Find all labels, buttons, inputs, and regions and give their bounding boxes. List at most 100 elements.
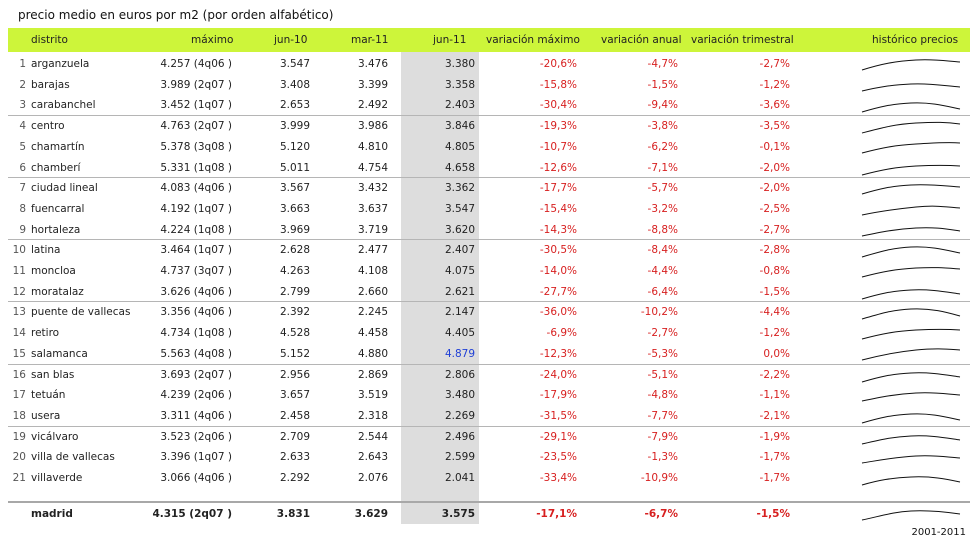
row-vanual: -10,9% xyxy=(640,472,678,484)
row-vtrim: -2,7% xyxy=(759,223,790,236)
sparkline xyxy=(861,82,961,92)
row-mar11: 2.477 xyxy=(357,244,388,257)
row-vmax: -12,6% xyxy=(539,161,577,174)
row-vanual: -6,4% xyxy=(647,285,678,298)
row-vanual: -5,7% xyxy=(647,182,678,195)
page-title: precio medio en euros por m2 (por orden … xyxy=(18,8,334,22)
row-mar11: 2.544 xyxy=(357,430,388,443)
row-vtrim: -1,2% xyxy=(759,78,790,91)
row-jun11: 4.405 xyxy=(444,327,475,340)
row-vtrim: -1,7% xyxy=(759,472,790,484)
col-jun10: jun-10 xyxy=(274,34,308,46)
table-row: 16 san blas 3.693 (2q07 ) 2.956 2.869 2.806 -2… xyxy=(8,365,970,386)
row-distrito: moratalaz xyxy=(31,285,84,298)
row-distrito: fuencarral xyxy=(31,202,85,215)
sparkline xyxy=(861,121,961,134)
footer-date-range: 2001-2011 xyxy=(911,527,966,538)
row-index: 2 xyxy=(19,78,26,91)
row-vanual: -4,8% xyxy=(647,389,678,402)
sparkline xyxy=(861,413,961,424)
row-mar11: 2.245 xyxy=(357,306,388,319)
row-vanual: -7,9% xyxy=(647,430,678,443)
group-separator xyxy=(8,363,970,365)
table-row: 8 fuencarral 4.192 (1q07 ) 3.663 3.637 3.547 -… xyxy=(8,199,970,220)
group-separator xyxy=(8,425,970,427)
sparkline xyxy=(861,455,961,464)
row-vanual: -1,3% xyxy=(647,451,678,464)
row-jun11: 2.269 xyxy=(444,409,475,422)
row-distrito: villa de vallecas xyxy=(31,451,115,464)
total-mar11: 3.629 xyxy=(354,508,388,520)
row-vtrim: -2,8% xyxy=(759,244,790,257)
table-row: 21 villaverde 3.066 (4q06 ) 2.292 2.076 2.041… xyxy=(8,468,970,489)
sparkline-path xyxy=(861,102,961,113)
group-separator xyxy=(8,115,970,117)
row-index: 18 xyxy=(12,409,26,422)
row-mar11: 2.660 xyxy=(357,285,388,298)
row-max: 3.396 (1q07 ) xyxy=(160,451,232,464)
row-index: 20 xyxy=(12,451,26,464)
row-vmax: -23,5% xyxy=(539,451,577,464)
sparkline-path xyxy=(861,226,961,237)
row-vtrim: -2,7% xyxy=(759,58,790,70)
row-index: 12 xyxy=(12,285,26,298)
group-separator xyxy=(8,301,970,303)
row-jun11: 2.599 xyxy=(444,451,475,464)
sparkline-path xyxy=(861,392,961,402)
row-distrito: puente de vallecas xyxy=(31,306,131,319)
row-distrito: arganzuela xyxy=(31,58,90,70)
row-vmax: -24,0% xyxy=(539,368,577,381)
row-mar11: 3.476 xyxy=(357,58,388,70)
row-jun11: 2.407 xyxy=(444,244,475,257)
row-distrito: salamanca xyxy=(31,347,88,360)
row-vmax: -19,3% xyxy=(539,120,577,133)
row-jun10: 3.969 xyxy=(279,223,310,236)
row-jun10: 3.567 xyxy=(279,182,310,195)
sparkline-path xyxy=(861,328,961,340)
sparkline xyxy=(861,434,961,445)
row-jun11: 3.846 xyxy=(444,120,475,133)
jun11-column-highlight xyxy=(401,52,479,524)
row-index: 1 xyxy=(19,58,26,70)
row-index: 14 xyxy=(12,327,26,340)
row-jun10: 3.663 xyxy=(279,202,310,215)
row-jun10: 5.120 xyxy=(279,140,310,153)
total-vanual: -6,7% xyxy=(644,508,678,520)
row-vanual: -5,1% xyxy=(647,368,678,381)
total-max: 4.315 (2q07 ) xyxy=(152,508,232,520)
row-jun11: 3.380 xyxy=(444,58,475,70)
table-row: 6 chamberí 5.331 (1q08 ) 5.011 4.754 4.658 -12… xyxy=(8,158,970,179)
row-jun11: 2.041 xyxy=(444,472,475,484)
row-distrito: hortaleza xyxy=(31,223,81,236)
table-row: 7 ciudad lineal 4.083 (4q06 ) 3.567 3.432 3.3… xyxy=(8,178,970,199)
col-maximo: máximo xyxy=(191,34,234,46)
group-separator xyxy=(8,177,970,179)
sparkline xyxy=(861,102,961,113)
row-distrito: chamberí xyxy=(31,161,81,174)
row-distrito: latina xyxy=(31,244,61,257)
row-vtrim: -2,5% xyxy=(759,202,790,215)
row-index: 21 xyxy=(12,472,26,484)
total-separator xyxy=(8,501,970,503)
row-vanual: -4,4% xyxy=(647,265,678,277)
row-mar11: 2.869 xyxy=(357,368,388,381)
row-jun10: 2.709 xyxy=(279,430,310,443)
row-vtrim: -1,1% xyxy=(759,389,790,402)
row-vmax: -14,0% xyxy=(539,265,577,277)
row-mar11: 4.458 xyxy=(357,327,388,340)
row-jun11: 3.362 xyxy=(444,182,475,195)
row-max: 5.378 (3q08 ) xyxy=(160,140,232,153)
row-vanual: -10,2% xyxy=(640,306,678,319)
sparkline xyxy=(861,288,961,300)
row-max: 3.693 (2q07 ) xyxy=(160,368,232,381)
sparkline-path xyxy=(861,348,961,361)
row-distrito: retiro xyxy=(31,327,60,340)
table-row: 14 retiro 4.734 (1q08 ) 4.528 4.458 4.405 -6,9… xyxy=(8,323,970,344)
row-vtrim: -3,5% xyxy=(759,120,790,133)
row-vmax: -10,7% xyxy=(539,140,577,153)
row-jun10: 2.956 xyxy=(279,368,310,381)
row-vtrim: 0,0% xyxy=(763,347,790,360)
row-mar11: 4.754 xyxy=(357,161,388,174)
row-mar11: 4.108 xyxy=(357,265,388,277)
row-mar11: 3.399 xyxy=(357,78,388,91)
